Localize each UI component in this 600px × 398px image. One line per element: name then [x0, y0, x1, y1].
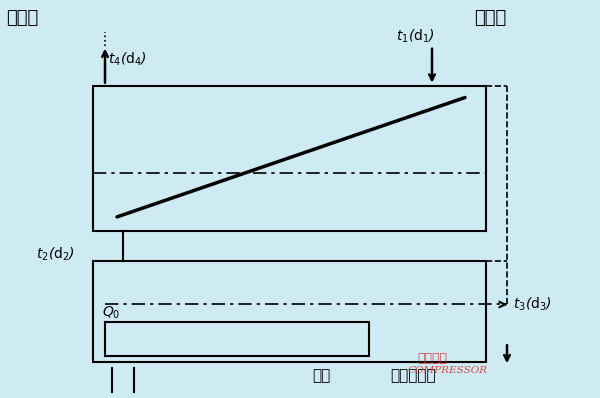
- Text: $t_2$($\mathrm{d}_2$): $t_2$($\mathrm{d}_2$): [36, 246, 75, 263]
- Bar: [105, 322, 369, 356]
- Text: 冷媒: 冷媒: [312, 369, 330, 384]
- Text: $Q_0$: $Q_0$: [102, 304, 121, 321]
- Text: 压缩机志: 压缩机志: [417, 352, 447, 365]
- Bar: [93, 261, 486, 362]
- Text: COMPRESSOR: COMPRESSOR: [408, 367, 488, 375]
- Text: $t_4$($\mathrm{d}_4$): $t_4$($\mathrm{d}_4$): [108, 51, 147, 68]
- Text: 干空气: 干空气: [6, 9, 38, 27]
- Bar: [93, 86, 486, 231]
- Text: 凝结水排出: 凝结水排出: [390, 369, 436, 384]
- Text: $t_3$($\mathrm{d}_3$): $t_3$($\mathrm{d}_3$): [513, 296, 552, 313]
- Text: 湿空气: 湿空气: [474, 9, 506, 27]
- Text: $t_1$($\mathrm{d}_1$): $t_1$($\mathrm{d}_1$): [396, 27, 435, 45]
